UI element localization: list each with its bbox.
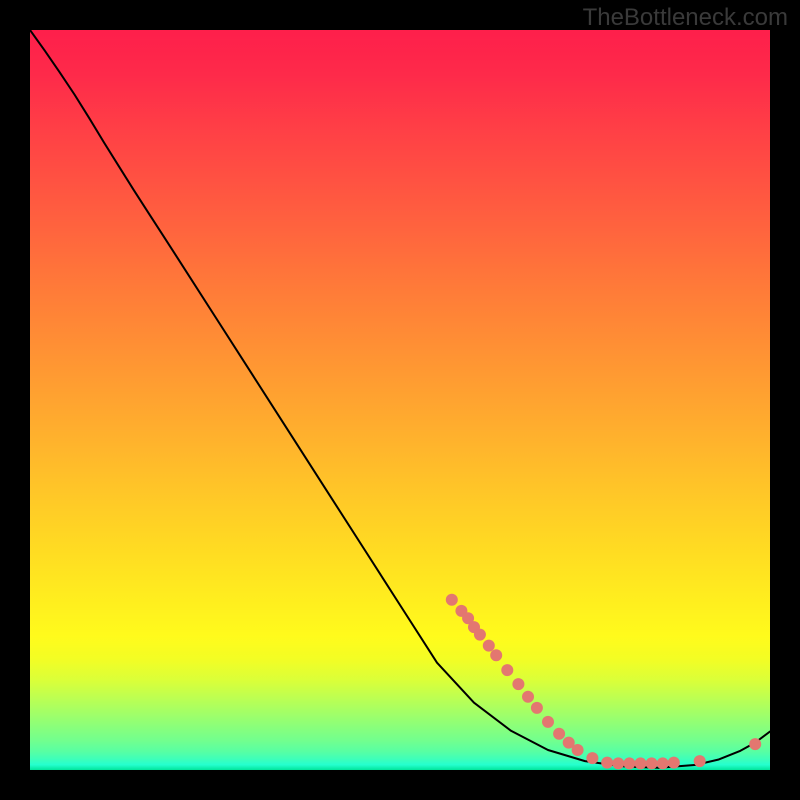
plot-area bbox=[30, 30, 770, 770]
scatter-point bbox=[601, 757, 613, 769]
scatter-point bbox=[586, 752, 598, 764]
scatter-points-group bbox=[446, 594, 761, 770]
scatter-point bbox=[490, 649, 502, 661]
watermark-text: TheBottleneck.com bbox=[583, 4, 788, 32]
scatter-point bbox=[612, 757, 624, 769]
bottleneck-curve-line bbox=[30, 30, 770, 768]
scatter-point bbox=[501, 664, 513, 676]
scatter-point bbox=[623, 757, 635, 769]
scatter-point bbox=[553, 728, 565, 740]
scatter-point bbox=[563, 737, 575, 749]
scatter-point bbox=[446, 594, 458, 606]
scatter-point bbox=[462, 612, 474, 624]
scatter-point bbox=[694, 755, 706, 767]
scatter-point bbox=[522, 691, 534, 703]
scatter-point bbox=[749, 738, 761, 750]
scatter-point bbox=[657, 757, 669, 769]
scatter-point bbox=[572, 744, 584, 756]
scatter-point bbox=[668, 757, 680, 769]
scatter-point bbox=[635, 757, 647, 769]
chart-svg-layer bbox=[30, 30, 770, 770]
chart-frame: TheBottleneck.com bbox=[0, 0, 800, 800]
scatter-point bbox=[512, 678, 524, 690]
scatter-point bbox=[531, 702, 543, 714]
scatter-point bbox=[468, 621, 480, 633]
scatter-point bbox=[646, 757, 658, 769]
scatter-point bbox=[542, 716, 554, 728]
scatter-point bbox=[483, 640, 495, 652]
scatter-point bbox=[474, 629, 486, 641]
scatter-point bbox=[455, 605, 467, 617]
